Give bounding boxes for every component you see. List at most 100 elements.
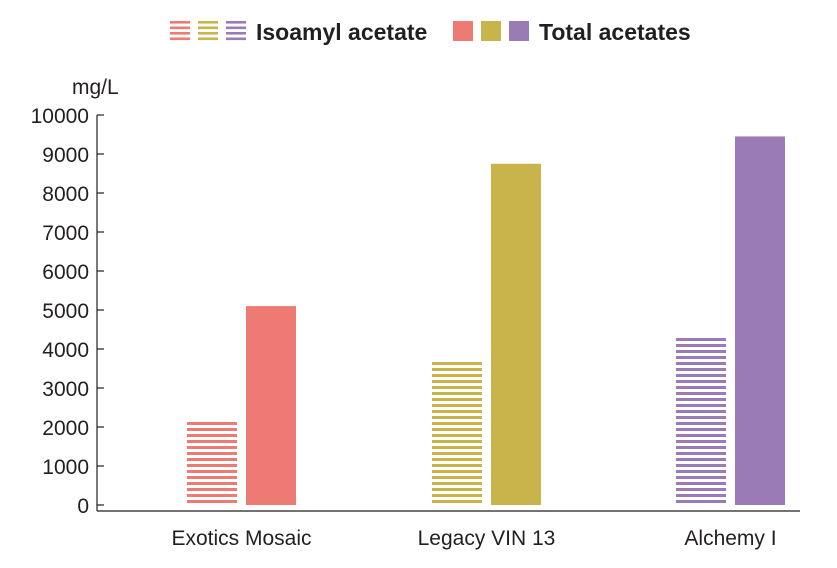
bar-stripe [432,374,482,377]
legend-swatch [509,21,529,41]
bar-stripe [187,482,237,485]
bar-stripe [187,458,237,461]
bar-stripe [432,416,482,419]
legend-swatch-striped [170,21,190,41]
bar-stripe [676,494,726,497]
bar-stripe [676,374,726,377]
y-axis-unit-label: mg/L [72,76,119,99]
bar-stripe [187,494,237,497]
bar-stripe [432,380,482,383]
bar-stripe [676,470,726,473]
y-tick-label: 8000 [42,183,89,206]
bar-stripe [432,452,482,455]
bar-stripe [432,428,482,431]
bar-stripe [676,488,726,491]
bar-stripe [676,482,726,485]
legend-item-isoamyl-acetate: Isoamyl acetate [170,19,427,45]
y-tick-label: 10000 [31,105,89,128]
bar-stripe [676,356,726,359]
legend-swatch-stripe [198,32,218,35]
bar-stripe [676,446,726,449]
bar-stripe [187,446,237,449]
legend-swatch [453,21,473,41]
bar-stripe [676,392,726,395]
legend-label: Total acetates [539,19,691,45]
bar-isoamyl-acetate [187,422,237,503]
legend-item-total-acetates: Total acetates [453,19,691,45]
bar-stripe [187,440,237,443]
bar-isoamyl-acetate [432,362,482,503]
y-tick-label: 2000 [42,417,89,440]
bar-stripe [432,488,482,491]
bar-stripe [432,476,482,479]
y-axis: 0 1000 2000 3000 4000 5000 6000 7000 8000 9000 100… [31,105,104,518]
bar-stripe [676,344,726,347]
bar-stripe [676,476,726,479]
bar-stripe [676,422,726,425]
legend-swatch-stripe [226,21,246,24]
bar-stripe [432,368,482,371]
bar-stripe [432,392,482,395]
bar-stripe [432,494,482,497]
bar-stripe [676,434,726,437]
bars [187,136,785,505]
legend-swatch-stripe [198,21,218,24]
legend-swatch-stripe [226,32,246,35]
legend-swatch [481,21,501,41]
x-axis: Exotics Mosaic Legacy VIN 13 Alchemy I [97,510,800,550]
legend-swatch-striped [226,21,246,41]
bar-stripe [432,470,482,473]
bar-stripe [432,458,482,461]
bar-stripe [432,464,482,467]
bar-stripe [676,380,726,383]
legend-swatch-stripe [170,26,190,30]
legend-swatch-stripe [170,32,190,35]
legend-swatch-stripe [226,26,246,30]
bar-stripe [187,470,237,473]
bar-stripe [676,440,726,443]
y-tick-label: 1000 [42,456,89,479]
bar-stripe [432,386,482,389]
bar-stripe [676,404,726,407]
bar-stripe [432,398,482,401]
bar-stripe [676,416,726,419]
bar-stripe [187,452,237,455]
x-tick-label: Exotics Mosaic [171,527,311,550]
bar-stripe [187,500,237,503]
legend-swatch-stripe [170,37,190,41]
bar-stripe [432,422,482,425]
bar-stripe [676,452,726,455]
bar-total-acetates [246,306,296,505]
legend-swatch-stripe [198,26,218,30]
bar-isoamyl-acetate [676,338,726,503]
bar-stripe [432,434,482,437]
bar-stripe [187,434,237,437]
bar-stripe [187,428,237,431]
y-tick-label: 7000 [42,222,89,245]
y-tick-label: 5000 [42,300,89,323]
bar-stripe [676,410,726,413]
y-tick-label: 0 [77,495,89,518]
bar-stripe [432,446,482,449]
bar-stripe [432,500,482,503]
bar-stripe [676,338,726,341]
bar-stripe [676,368,726,371]
bar-stripe [187,422,237,425]
bar-stripe [187,464,237,467]
bar-stripe [432,362,482,365]
legend-swatch-stripe [226,37,246,41]
bar-stripe [676,350,726,353]
legend: Isoamyl acetate Total acetates [170,19,691,45]
bar-stripe [676,464,726,467]
bar-stripe [676,398,726,401]
legend-swatch-stripe [198,37,218,41]
bar-total-acetates [491,163,541,505]
bar-stripe [676,428,726,431]
legend-swatch-stripe [170,21,190,24]
y-tick-label: 4000 [42,339,89,362]
bar-total-acetates [735,136,785,505]
bar-stripe [432,440,482,443]
bar-stripe [676,500,726,503]
x-tick-label: Legacy VIN 13 [418,527,556,550]
bar-stripe [676,458,726,461]
